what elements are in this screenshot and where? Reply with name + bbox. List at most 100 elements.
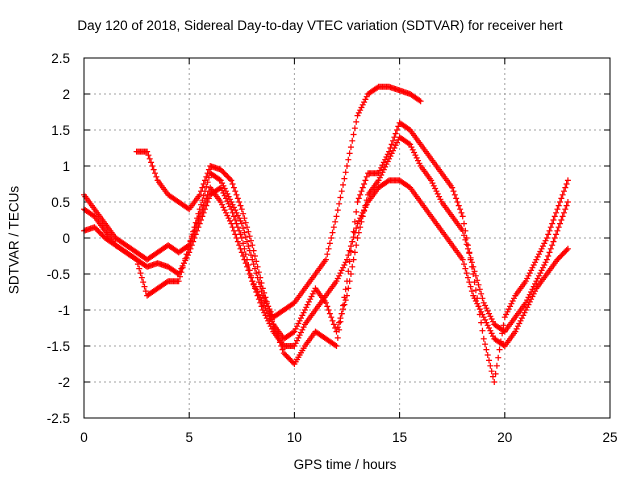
- data-point: [463, 270, 470, 277]
- data-point: [238, 249, 245, 256]
- data-point: [137, 270, 144, 277]
- data-point: [538, 245, 545, 252]
- data-point: [229, 181, 236, 187]
- data-point: [96, 229, 103, 236]
- data-point: [224, 212, 231, 219]
- data-point: [254, 289, 261, 295]
- data-point: [347, 144, 354, 151]
- data-point: [322, 256, 329, 263]
- x-axis-label: GPS time / hours: [293, 457, 397, 472]
- y-tick-label: 2.5: [51, 51, 70, 66]
- data-point: [489, 373, 496, 380]
- data-point: [462, 236, 469, 243]
- data-point: [538, 267, 545, 274]
- data-point: [334, 275, 341, 282]
- data-point: [240, 253, 247, 259]
- data-point: [524, 297, 531, 304]
- data-point: [462, 265, 469, 272]
- data-point: [482, 302, 489, 309]
- data-point: [560, 209, 567, 216]
- data-point: [526, 270, 533, 277]
- data-point: [340, 264, 347, 271]
- data-point: [291, 328, 298, 335]
- data-point: [341, 301, 348, 308]
- data-point: [191, 227, 198, 234]
- data-point: [480, 335, 487, 342]
- data-point: [203, 195, 210, 202]
- data-point: [472, 298, 479, 304]
- data-point: [201, 177, 208, 184]
- data-point: [390, 147, 397, 154]
- data-point: [253, 286, 260, 293]
- data-point: [245, 228, 252, 235]
- data-point: [99, 232, 106, 239]
- data-point: [428, 177, 435, 184]
- data-point: [357, 191, 364, 198]
- data-point: [257, 294, 264, 301]
- data-point: [219, 167, 226, 174]
- data-point: [221, 192, 228, 199]
- data-point: [275, 335, 282, 342]
- data-point: [463, 241, 470, 248]
- data-point: [248, 237, 255, 244]
- data-point: [283, 352, 290, 359]
- data-point: [430, 182, 437, 189]
- data-point: [530, 262, 537, 268]
- data-point: [234, 224, 241, 231]
- data-point: [134, 261, 141, 268]
- data-point: [229, 209, 236, 216]
- data-point: [305, 298, 312, 305]
- data-point: [262, 305, 269, 312]
- data-point: [136, 265, 143, 272]
- data-point: [150, 166, 157, 173]
- data-point: [232, 188, 239, 195]
- data-point: [232, 207, 239, 214]
- data-point: [476, 306, 483, 313]
- data-point: [263, 307, 270, 314]
- data-point: [350, 256, 357, 263]
- data-point: [486, 310, 493, 317]
- data-point: [412, 152, 419, 159]
- data-point: [560, 188, 567, 195]
- data-point: [245, 267, 252, 274]
- data-point: [526, 291, 533, 298]
- data-point: [361, 181, 368, 187]
- data-point: [395, 123, 402, 130]
- data-point: [562, 206, 569, 213]
- data-point: [351, 249, 358, 256]
- data-point: [279, 346, 286, 353]
- data-point: [276, 339, 283, 346]
- data-point: [249, 242, 256, 249]
- data-point: [516, 320, 523, 327]
- data-point: [353, 242, 360, 249]
- data-point: [248, 252, 255, 259]
- data-point: [528, 289, 535, 295]
- data-point: [529, 286, 536, 293]
- data-point: [450, 188, 457, 195]
- data-point: [478, 290, 485, 297]
- data-point: [205, 174, 212, 181]
- data-point: [233, 235, 240, 241]
- data-point: [361, 99, 368, 106]
- data-point: [220, 169, 227, 176]
- data-point: [461, 232, 468, 239]
- data-point: [541, 262, 548, 268]
- data-point: [184, 252, 191, 259]
- data-point: [558, 252, 565, 259]
- data-point: [513, 325, 520, 332]
- data-point: [336, 200, 343, 207]
- data-point: [221, 170, 228, 177]
- data-point: [251, 283, 258, 290]
- data-point: [179, 264, 186, 271]
- data-point: [244, 238, 251, 245]
- data-point: [184, 205, 191, 212]
- data-point: [362, 177, 369, 184]
- data-point: [228, 177, 235, 184]
- data-point: [509, 298, 516, 304]
- data-point: [468, 288, 475, 295]
- data-point: [384, 178, 391, 185]
- data-point: [408, 144, 415, 151]
- data-point: [145, 152, 152, 159]
- data-point: [344, 163, 350, 169]
